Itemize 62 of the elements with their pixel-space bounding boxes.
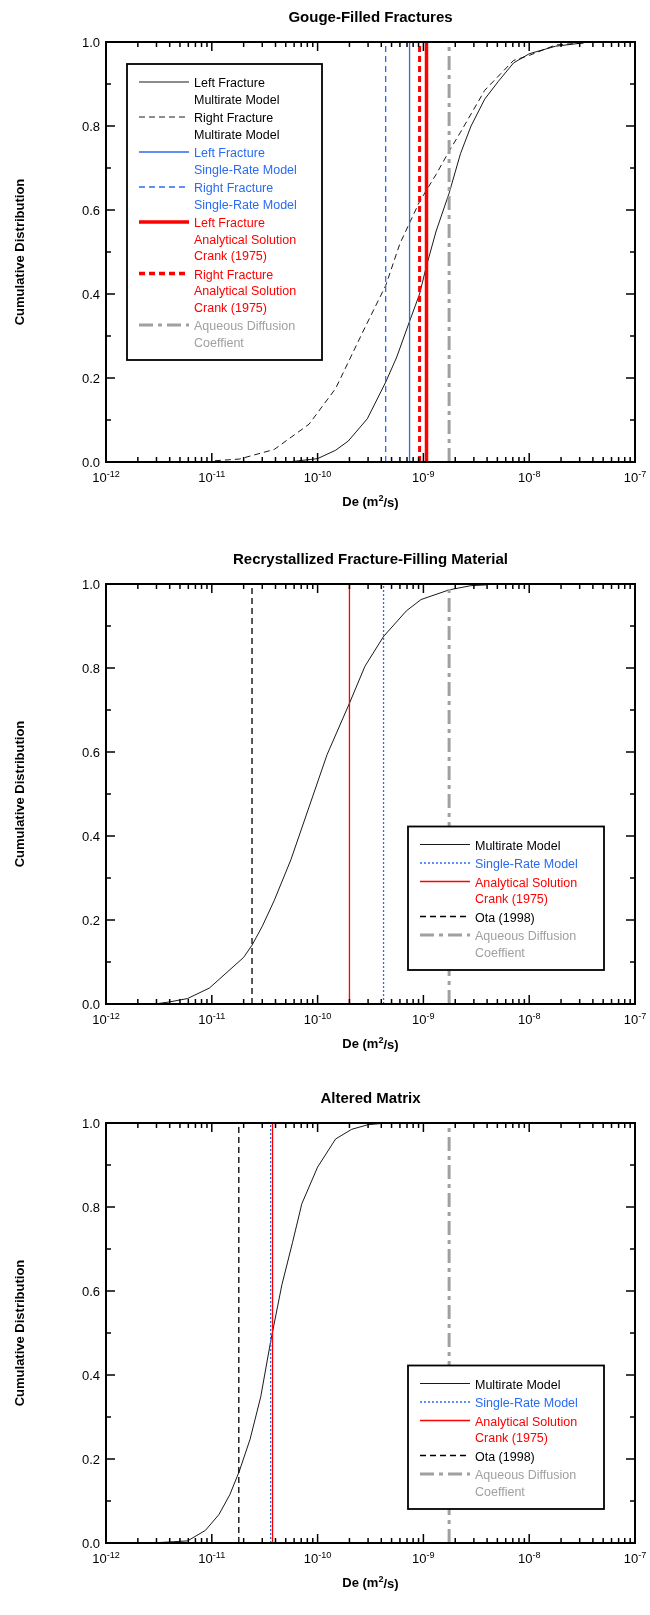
y-axis-title: Cumulative Distribution [12,1259,27,1407]
legend-label: Left Fracture Multirate Model [194,76,280,107]
y-tick-label: 0.4 [81,1367,100,1383]
chart-title: Altered Matrix [320,1089,422,1106]
y-tick-label: 0.2 [81,1451,100,1467]
y-tick-label: 0.0 [81,996,100,1012]
x-tick-label: 10$^{-12}$ [92,1010,120,1027]
y-tick-label: 1.0 [81,576,100,592]
y-axis-title: Cumulative Distribution [12,720,27,868]
legend-label: Right Fracture Multirate Model [194,111,280,142]
y-tick-label: 0.6 [81,202,100,218]
y-axis-title: Cumulative Distribution [12,178,27,326]
x-tick-label: 10$^{-7}$ [623,468,647,485]
legend-label: Analytical Solution Crank (1975) [475,1414,578,1445]
legend-label: Aqueous Diffusion Coeffient [475,1468,577,1499]
x-tick-label: 10$^{-10}$ [303,1549,332,1566]
x-tick-label: 10$^{-10}$ [303,1010,332,1027]
chart-title: Recrystallized Fracture-Filling Material [232,550,509,567]
x-tick-label: 10$^{-12}$ [92,1549,120,1566]
y-tick-label: 0.0 [81,1535,100,1551]
x-tick-label: 10$^{-8}$ [517,1010,541,1027]
x-tick-label: 10$^{-11}$ [198,1010,226,1027]
x-tick-label: 10$^{-11}$ [198,468,226,485]
y-tick-label: 0.8 [81,660,100,676]
chart-title: Gouge-Filled Fractures [288,8,453,25]
legend-label: Right Fracture Analytical Solution Crank (1975) [194,267,297,315]
x-tick-label: 10$^{-7}$ [623,1549,647,1566]
x-tick-label: 10$^{-11}$ [198,1549,226,1566]
legend-label: Aqueous Diffusion Coeffient [194,319,296,350]
x-tick-label: 10$^{-12}$ [92,468,120,485]
y-tick-label: 1.0 [81,1115,100,1131]
legend-label: Right Fracture Single-Rate Model [194,181,297,212]
y-tick-label: 0.8 [81,1199,100,1215]
legend-label: Aqueous Diffusion Coeffient [475,929,577,960]
x-tick-label: 10$^{-8}$ [517,468,541,485]
x-axis-title: De (m$^{2}$/s) [342,1034,399,1052]
x-axis-title: De (m$^{2}$/s) [342,1573,399,1591]
legend-label: Multirate Model [475,1377,561,1392]
legend-label: Left Fracture Single-Rate Model [194,146,297,177]
y-tick-label: 0.4 [81,828,100,844]
legend-label: Ota (1998) [475,1449,535,1464]
y-tick-label: 0.4 [81,286,100,302]
legend-label: Ota (1998) [475,910,535,925]
legend-label: Single-Rate Model [475,1396,578,1410]
x-tick-label: 10$^{-8}$ [517,1549,541,1566]
y-tick-label: 0.0 [81,454,100,470]
y-tick-label: 0.2 [81,912,100,928]
legend-label: Multirate Model [475,838,561,853]
x-tick-label: 10$^{-9}$ [412,468,435,485]
legend-label: Analytical Solution Crank (1975) [475,875,578,906]
x-tick-label: 10$^{-10}$ [303,468,332,485]
y-tick-label: 1.0 [81,34,100,50]
legend-label: Single-Rate Model [475,857,578,871]
x-tick-label: 10$^{-7}$ [623,1010,647,1027]
y-tick-label: 0.6 [81,744,100,760]
y-tick-label: 0.6 [81,1283,100,1299]
legend-label: Left Fracture Analytical Solution Crank (1975) [194,216,297,263]
x-tick-label: 10$^{-9}$ [412,1549,435,1566]
y-tick-label: 0.2 [81,370,100,386]
y-tick-label: 0.8 [81,118,100,134]
x-tick-label: 10$^{-9}$ [412,1010,435,1027]
x-axis-title: De (m$^{2}$/s) [342,492,399,510]
